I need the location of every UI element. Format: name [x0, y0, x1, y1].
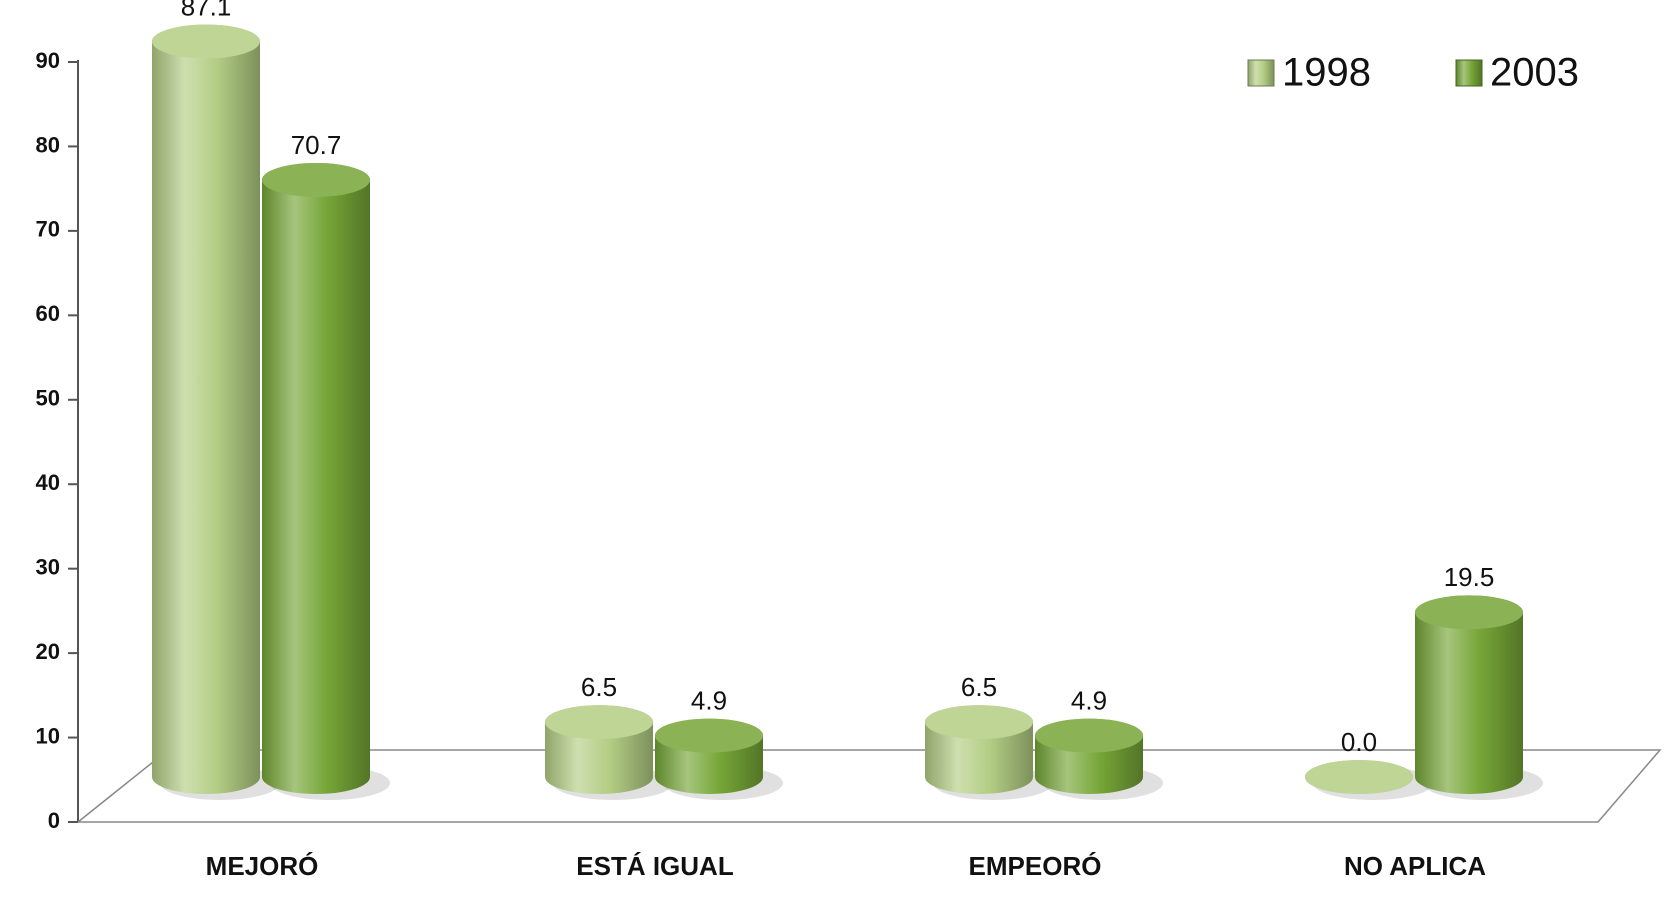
- x-tick-label: NO APLICA: [1344, 851, 1486, 881]
- y-tick-label: 0: [48, 808, 60, 833]
- floor: [77, 749, 1662, 823]
- y-tick-label: 30: [36, 554, 60, 579]
- bar-top: [1035, 718, 1143, 753]
- y-tick-label: 10: [36, 723, 60, 748]
- bar: [1415, 595, 1523, 794]
- bar-top: [1305, 760, 1413, 794]
- x-tick-label: MEJORÓ: [206, 851, 319, 881]
- value-label: 19.5: [1444, 562, 1495, 592]
- value-label: 0.0: [1341, 727, 1377, 757]
- y-tick-label: 70: [36, 217, 60, 242]
- value-label: 87.1: [181, 0, 232, 21]
- legend-swatch: [1247, 59, 1275, 87]
- bar-top: [925, 705, 1033, 740]
- bar-top: [545, 705, 653, 740]
- x-tick-label: ESTÁ IGUAL: [576, 851, 734, 881]
- bar: [152, 24, 260, 794]
- y-tick-label: 20: [36, 639, 60, 664]
- value-label: 6.5: [581, 672, 617, 702]
- value-label: 4.9: [691, 685, 727, 715]
- value-label: 6.5: [961, 672, 997, 702]
- value-label: 4.9: [1071, 685, 1107, 715]
- bar-top: [1415, 595, 1523, 630]
- y-tick-label: 80: [36, 132, 60, 157]
- legend-label: 2003: [1490, 51, 1579, 95]
- y-tick-label: 90: [36, 48, 60, 73]
- value-label: 70.7: [291, 130, 342, 160]
- y-tick-label: 40: [36, 470, 60, 495]
- bar-top: [262, 162, 370, 197]
- bar-top: [655, 718, 763, 753]
- bar: [262, 162, 370, 794]
- y-tick-label: 50: [36, 386, 60, 411]
- legend-swatch: [1455, 59, 1483, 87]
- legend-label: 1998: [1282, 51, 1371, 95]
- bar-top: [152, 24, 260, 59]
- x-tick-label: EMPEORÓ: [969, 851, 1102, 881]
- y-tick-label: 60: [36, 301, 60, 326]
